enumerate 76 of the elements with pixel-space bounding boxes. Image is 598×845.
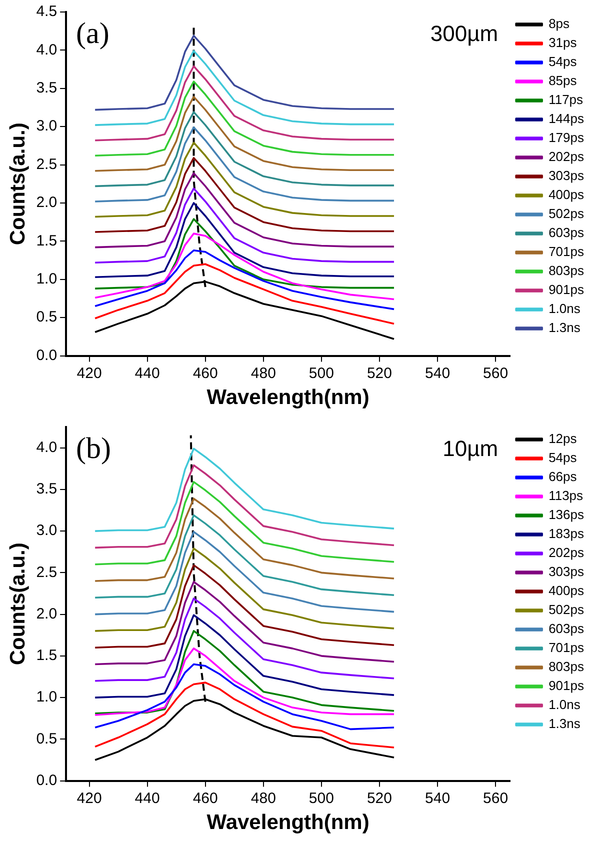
legend-label: 85ps (548, 73, 578, 88)
x-tick-label: 460 (192, 364, 218, 382)
legend-label: 303ps (548, 564, 584, 580)
x-tick-label: 420 (76, 790, 102, 807)
annotation: (a) (76, 16, 110, 50)
legend-label: 901ps (548, 678, 584, 694)
x-tick-label: 420 (76, 364, 102, 382)
x-tick-label: 560 (483, 790, 508, 807)
y-tick-label: 2.5 (36, 564, 58, 581)
legend-label: 502ps (548, 206, 584, 222)
y-tick-label: 3.5 (36, 480, 58, 498)
y-axis-title: Counts(a.u.) (6, 122, 30, 246)
annotation: (b) (76, 432, 112, 465)
x-axis-title: Wavelength(nm) (206, 811, 370, 834)
y-tick-label: 3.0 (36, 522, 58, 540)
legend-label: 303ps (548, 168, 584, 184)
x-tick-label: 440 (134, 364, 160, 382)
x-tick-label: 560 (483, 364, 508, 382)
legend-label: 603ps (548, 621, 584, 636)
legend-label: 502ps (548, 602, 584, 618)
y-tick-label: 0.5 (36, 730, 58, 748)
y-tick-label: 0.0 (36, 772, 58, 789)
y-tick-label: 0.5 (36, 308, 58, 326)
annotation: 300µm (430, 21, 498, 46)
legend-label: 1.0ns (548, 301, 581, 316)
y-tick-label: 0.0 (36, 346, 58, 364)
x-tick-label: 540 (425, 790, 450, 807)
legend-label: 117ps (548, 92, 584, 108)
legend-label: 1.0ns (548, 697, 581, 712)
legend-label: 803ps (548, 659, 584, 674)
legend-label: 144ps (548, 111, 584, 126)
y-tick-label: 3.0 (36, 118, 58, 135)
legend-label: 1.3ns (548, 320, 581, 336)
x-tick-label: 520 (366, 364, 392, 382)
x-axis-title: Wavelength(nm) (206, 386, 370, 410)
legend-label: 113ps (548, 488, 584, 504)
x-tick-label: 480 (250, 790, 276, 807)
legend-label: 400ps (548, 187, 584, 202)
legend-label: 603ps (548, 225, 584, 240)
y-tick-label: 1.0 (36, 688, 58, 706)
x-tick-label: 500 (308, 790, 334, 807)
annotation: 10µm (442, 436, 498, 462)
y-tick-label: 1.0 (36, 270, 58, 288)
y-tick-label: 2.0 (36, 605, 58, 622)
legend-label: 701ps (548, 244, 584, 260)
legend-label: 54ps (548, 450, 578, 466)
x-tick-label: 540 (425, 364, 450, 382)
y-tick-label: 1.5 (36, 647, 58, 664)
legend-label: 31ps (548, 35, 578, 50)
x-tick-label: 500 (308, 364, 334, 382)
legend-label: 400ps (548, 583, 584, 598)
legend-label: 202ps (548, 149, 584, 164)
legend-label: 1.3ns (548, 716, 581, 732)
y-axis-title: Counts(a.u.) (6, 542, 30, 666)
legend-label: 901ps (548, 282, 584, 298)
legend-label: 202ps (548, 545, 584, 560)
legend-label: 12ps (548, 431, 578, 446)
x-tick-label: 480 (250, 364, 276, 382)
y-tick-label: 4.0 (36, 438, 58, 456)
legend-label: 183ps (548, 526, 584, 542)
legend-label: 701ps (548, 640, 584, 656)
y-tick-label: 4.0 (36, 41, 58, 58)
legend-label: 54ps (548, 54, 578, 70)
legend-label: 136ps (548, 507, 584, 522)
legend-label: 803ps (548, 263, 584, 278)
x-tick-label: 460 (192, 790, 218, 807)
y-tick-label: 2.0 (36, 194, 58, 212)
y-tick-label: 1.5 (36, 232, 58, 250)
y-tick-label: 3.5 (36, 80, 58, 97)
x-tick-label: 440 (134, 790, 160, 807)
legend-label: 8ps (548, 16, 570, 32)
y-tick-label: 2.5 (36, 156, 58, 173)
x-tick-label: 520 (366, 790, 392, 807)
y-tick-label: 4.5 (36, 3, 58, 20)
legend-label: 179ps (548, 130, 584, 146)
legend-label: 66ps (548, 469, 578, 484)
